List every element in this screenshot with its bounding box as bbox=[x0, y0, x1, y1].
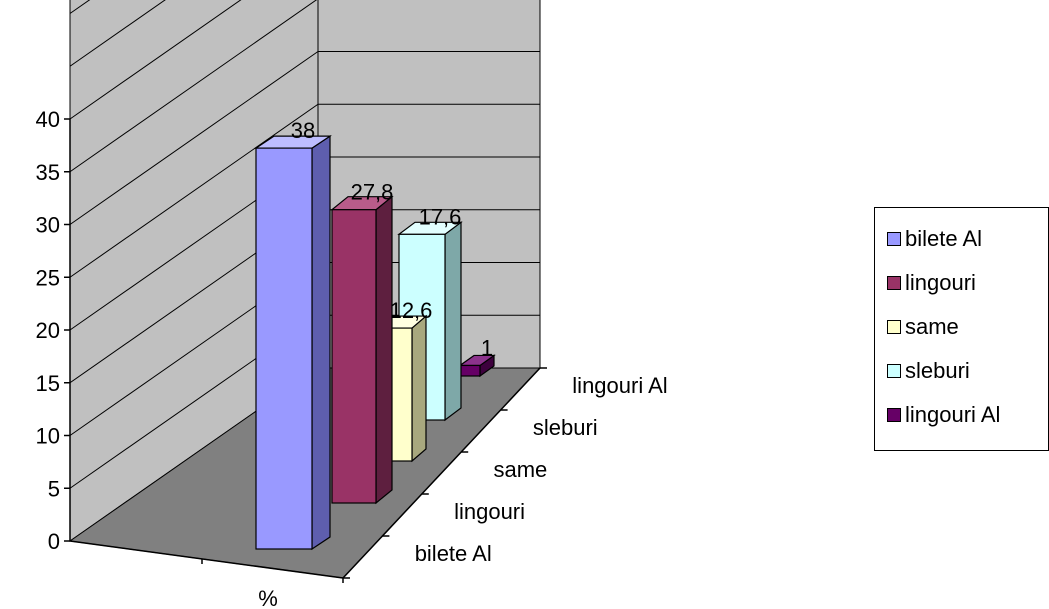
bar-front bbox=[459, 364, 481, 377]
depth-label: sleburi bbox=[533, 415, 598, 440]
gridline bbox=[69, 103, 319, 278]
depth-label: same bbox=[494, 457, 548, 482]
gridline bbox=[69, 51, 319, 225]
bar-side bbox=[444, 221, 462, 422]
data-label: 1 bbox=[481, 335, 493, 360]
depth-label: lingouri bbox=[454, 499, 525, 524]
legend: bilete Al lingouri same sleburi lingouri Al bbox=[874, 207, 1049, 451]
y-tick-label: 40 bbox=[36, 107, 60, 132]
gridline bbox=[69, 0, 242, 120]
depth-label: bilete Al bbox=[415, 541, 492, 566]
bar-front bbox=[331, 209, 377, 504]
y-tick-label: 15 bbox=[36, 371, 60, 396]
depth-axis-line bbox=[342, 367, 541, 579]
y-axis: 0 5 10 15 20 25 30 35 40 bbox=[36, 107, 71, 554]
depth-label: lingouri Al bbox=[572, 373, 667, 398]
y-tick-label: 25 bbox=[36, 265, 60, 290]
depth-axis: bilete Al lingouri same sleburi lingouri Al bbox=[342, 367, 668, 579]
y-tick-label: 30 bbox=[36, 213, 60, 238]
bar: 38 bbox=[254, 118, 332, 551]
y-tick-label: 35 bbox=[36, 160, 60, 185]
y-tick-label: 0 bbox=[48, 529, 60, 554]
gridline bbox=[69, 0, 166, 67]
legend-label: sleburi bbox=[905, 358, 970, 383]
bar-side bbox=[311, 134, 331, 551]
bar-side bbox=[411, 314, 427, 463]
y-tick-label: 20 bbox=[36, 318, 60, 343]
data-label: 12,6 bbox=[390, 298, 433, 323]
bar-side bbox=[375, 195, 393, 505]
legend-item: same bbox=[887, 312, 959, 342]
legend-item: bilete Al bbox=[887, 224, 982, 254]
x-category-label: % bbox=[258, 586, 278, 609]
gridline bbox=[69, 0, 318, 173]
bar-front bbox=[255, 147, 313, 550]
x-axis: % bbox=[69, 540, 344, 609]
bar: 27,8 bbox=[330, 180, 394, 505]
y-tick-label: 5 bbox=[48, 476, 60, 501]
y-tick-label: 10 bbox=[36, 424, 60, 449]
legend-swatch bbox=[887, 320, 901, 334]
legend-item: sleburi bbox=[887, 356, 970, 386]
data-label: 27,8 bbox=[351, 180, 394, 205]
legend-swatch bbox=[887, 364, 901, 378]
legend-label: lingouri bbox=[905, 270, 976, 295]
data-label: 17,6 bbox=[419, 204, 462, 229]
bars: 1 17,6 12,6 27,8 38 bbox=[254, 118, 496, 551]
legend-swatch bbox=[887, 232, 901, 246]
legend-item: lingouri bbox=[887, 268, 976, 298]
data-label: 38 bbox=[291, 118, 315, 143]
legend-swatch bbox=[887, 408, 901, 422]
legend-label: lingouri Al bbox=[905, 402, 1001, 427]
x-axis-line bbox=[69, 540, 344, 579]
bar: 1 bbox=[458, 335, 496, 378]
legend-swatch bbox=[887, 276, 901, 290]
legend-item: lingouri Al bbox=[887, 400, 1000, 430]
legend-label: same bbox=[905, 314, 959, 339]
legend-label: bilete Al bbox=[905, 226, 983, 251]
